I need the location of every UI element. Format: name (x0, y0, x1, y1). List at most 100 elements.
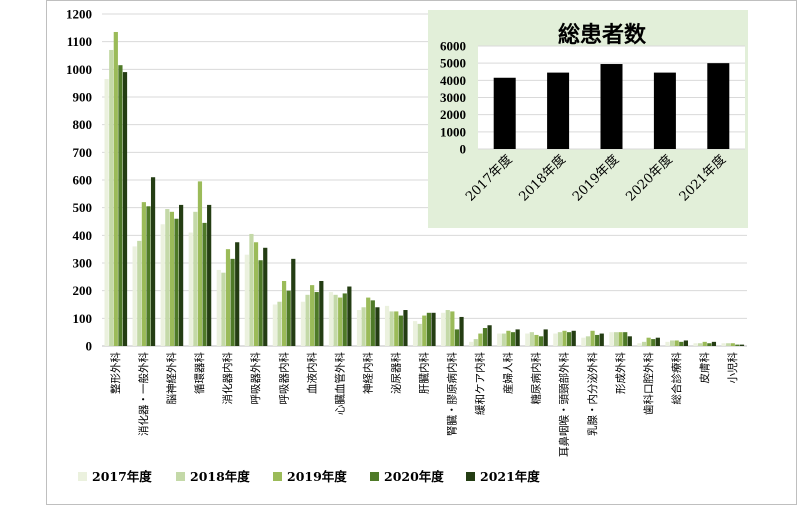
main-bar (104, 79, 109, 347)
main-bar (174, 218, 179, 346)
main-category-label: 糖尿病内科 (530, 352, 543, 405)
main-bar (361, 307, 366, 346)
main-bar (305, 294, 310, 346)
main-bar (398, 315, 403, 346)
main-bar (179, 204, 184, 346)
main-bar (679, 341, 684, 346)
legend-label: 2018年度 (190, 469, 250, 484)
main-bar (422, 315, 427, 346)
main-bar (141, 202, 146, 346)
main-category-label: 総合診療科 (670, 352, 683, 405)
main-category-label: 整形外科 (109, 352, 122, 394)
main-y-tick-label: 700 (73, 145, 93, 160)
main-category-label: 脳神経外科 (165, 352, 178, 405)
main-category-label: 歯科口腔外科 (642, 352, 655, 415)
main-bar (342, 293, 347, 346)
main-bar (216, 269, 221, 346)
main-category-label: 肝臓内科 (418, 352, 431, 394)
main-bar (506, 330, 511, 346)
main-bar (693, 343, 698, 346)
inset-bar (707, 63, 730, 149)
main-bar (286, 290, 291, 346)
main-bar (384, 305, 390, 346)
main-bar (445, 310, 450, 346)
inset-bar (547, 72, 570, 149)
main-bar (454, 329, 460, 346)
main-y-tick-labels: 0 100 200 300 400 500 600 700 800 900 1000 1100 1200 (66, 7, 92, 354)
main-bar (333, 294, 338, 346)
main-y-tick-label: 200 (73, 283, 93, 298)
inset-bar (600, 64, 623, 149)
main-bar (202, 222, 207, 346)
main-bar (375, 307, 380, 346)
inset-bar (653, 72, 676, 149)
main-bar (683, 340, 688, 346)
legend-swatch (176, 472, 185, 481)
main-bar (726, 343, 731, 346)
main-bar (450, 311, 455, 346)
legend-label: 2020年度 (384, 469, 444, 484)
main-y-tick-label: 600 (73, 173, 93, 188)
main-bar (277, 301, 282, 346)
main-bar (225, 249, 231, 346)
main-bar (585, 336, 591, 346)
main-bar (665, 341, 670, 346)
main-bar (637, 343, 642, 346)
main-bar (609, 332, 614, 346)
main-bar (118, 65, 123, 346)
inset-y-tick-label: 5000 (440, 56, 466, 71)
main-bar (221, 272, 226, 346)
main-bar (338, 297, 343, 346)
inset-y-tick-label: 3000 (440, 90, 466, 105)
main-category-label: 心臓血管外科 (333, 352, 346, 415)
main-bar (137, 240, 142, 346)
main-category-labels: 整形外科 消化器・一般外科 脳神経外科 循環器科 消化器内科 呼吸器外科 呼吸器内科 血液内科… (109, 352, 739, 457)
main-bar (431, 312, 436, 346)
main-y-tick-label: 1200 (66, 7, 92, 22)
main-bar (739, 344, 745, 346)
main-category-label: 小児科 (726, 352, 739, 384)
legend: 2017年度 2018年度 2019年度 2020年度 2021年度 (78, 469, 540, 484)
main-bar (356, 310, 362, 346)
main-bar (197, 181, 203, 346)
main-bar (721, 343, 726, 346)
main-bar (641, 341, 647, 346)
main-bar (510, 332, 516, 346)
main-bar (319, 280, 324, 346)
legend-swatch (78, 472, 87, 481)
main-category-label: 皮膚科 (698, 352, 711, 384)
main-bar (651, 339, 656, 346)
main-bars (104, 31, 745, 347)
main-bar (389, 311, 394, 346)
main-bar (193, 211, 198, 346)
main-bar (413, 321, 418, 346)
main-bar (599, 333, 604, 346)
main-bar (698, 343, 703, 346)
main-y-tick-label: 800 (73, 117, 93, 132)
legend-swatch (273, 472, 282, 481)
inset-y-tick-label: 0 (460, 142, 467, 157)
main-category-label: 神経内科 (361, 352, 374, 394)
main-category-label: 血液内科 (305, 352, 318, 394)
main-bar (249, 233, 254, 346)
main-bar (230, 258, 235, 346)
main-bar (403, 310, 408, 346)
main-bar (669, 340, 675, 346)
main-bar (132, 246, 137, 346)
main-bar (328, 292, 334, 346)
main-bar (394, 311, 399, 346)
main-bar (310, 285, 315, 346)
main-category-label: 腎臓・膠原病内科 (446, 352, 459, 436)
main-bar (113, 31, 118, 346)
main-bar (534, 334, 539, 346)
main-bar (263, 247, 268, 346)
main-bar (347, 286, 352, 346)
main-bar (613, 332, 619, 346)
main-bar (473, 339, 478, 346)
main-category-label: 乳腺・内分泌外科 (586, 352, 599, 436)
main-bar (207, 204, 212, 346)
main-y-tick-label: 0 (86, 339, 93, 354)
main-bar (370, 300, 375, 346)
